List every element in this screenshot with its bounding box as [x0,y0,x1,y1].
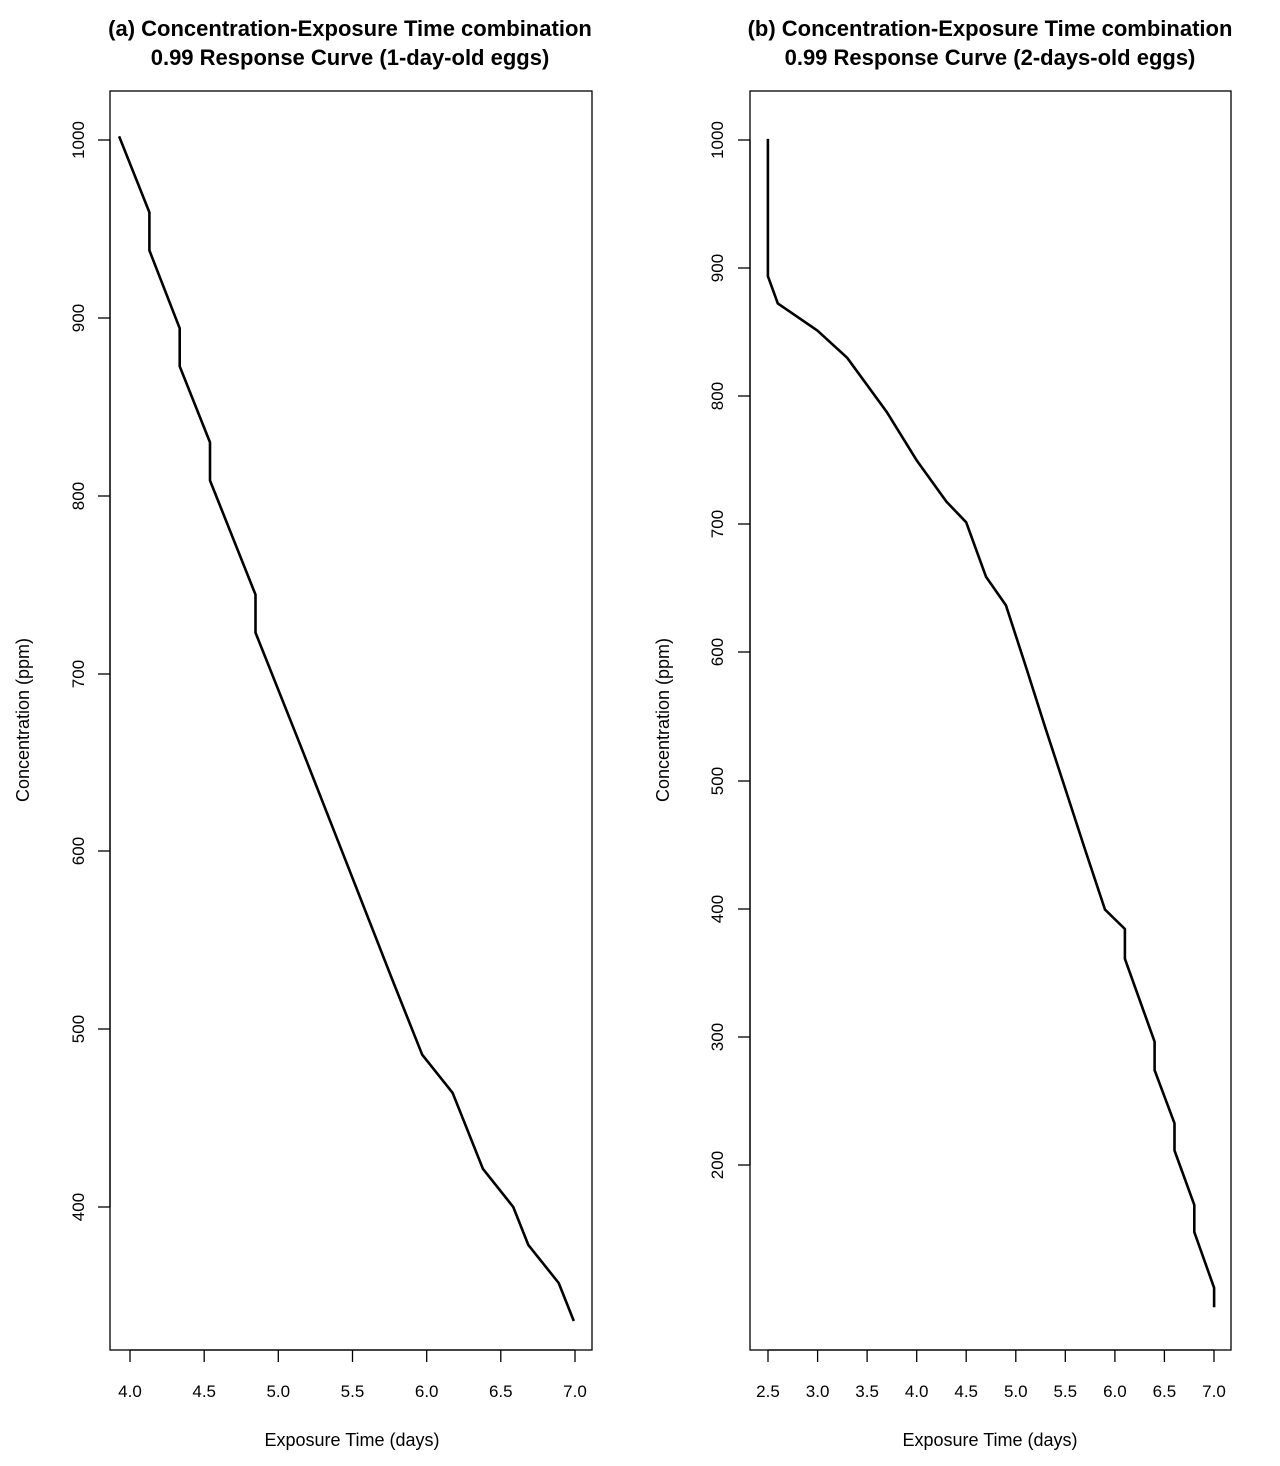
panel-b-x-tick-label: 3.0 [806,1382,830,1401]
panel-a-y-tick-label: 600 [69,837,88,865]
panel-b-x-tick-label: 7.0 [1202,1382,1226,1401]
panel-b-x-tick-label: 4.5 [954,1382,978,1401]
panel-a-y-tick-label: 500 [69,1015,88,1043]
panel-b-x-tick-label: 6.5 [1153,1382,1177,1401]
panel-a-x-tick-label: 6.0 [415,1382,439,1401]
panel-b-y-tick-labels: 200 300 400 500 600 700 800 900 1000 [708,121,727,1179]
panel-a-x-axis-label: Exposure Time (days) [264,1430,439,1450]
panel-a-x-tick-label: 4.0 [118,1382,142,1401]
panel-b-y-axis-label: Concentration (ppm) [653,638,673,802]
panel-b-y-tick-label: 800 [708,382,727,410]
panel-b-x-ticks [767,1350,1215,1362]
panel-a: (a) Concentration-Exposure Time combinat… [13,16,593,1450]
panel-a-x-tick-label: 5.0 [266,1382,290,1401]
panel-b-x-tick-label: 3.5 [855,1382,879,1401]
panel-a-title-line2: 0.99 Response Curve (1-day-old eggs) [151,45,550,70]
panel-a-y-tick-label: 1000 [69,121,88,159]
panel-b-y-tick-label: 500 [708,767,727,795]
panel-a-title-line1: (a) Concentration-Exposure Time combinat… [108,16,592,41]
panel-a-y-tick-label: 900 [69,304,88,332]
panel-b-x-tick-label: 5.5 [1053,1382,1077,1401]
panel-a-y-axis-label: Concentration (ppm) [13,638,33,802]
panel-b-title-line2: 0.99 Response Curve (2-days-old eggs) [785,45,1196,70]
panel-b-x-tick-label: 6.0 [1103,1382,1127,1401]
panel-b-plot-frame [749,90,1232,1351]
panel-b-title-line1: (b) Concentration-Exposure Time combinat… [748,16,1233,41]
panel-a-y-tick-label: 400 [69,1193,88,1221]
panel-a-y-ticks [98,139,110,1208]
panel-a-x-tick-label: 5.5 [341,1382,365,1401]
panel-a-x-tick-label: 6.5 [489,1382,513,1401]
panel-b-x-axis-label: Exposure Time (days) [902,1430,1077,1450]
panel-a-x-tick-label: 7.0 [563,1382,587,1401]
panel-b-x-tick-label: 5.0 [1004,1382,1028,1401]
panel-b-y-tick-label: 600 [708,638,727,666]
panel-b-x-tick-label: 2.5 [756,1382,780,1401]
panel-a-y-tick-labels: 400 500 600 700 800 900 1000 [69,121,88,1221]
panel-b-series-line [766,138,1216,1308]
panel-a-y-tick-label: 700 [69,660,88,688]
panel-b-y-tick-label: 400 [708,895,727,923]
panel-b-y-tick-label: 200 [708,1151,727,1179]
panel-a-x-ticks [129,1350,576,1362]
panel-b-x-tick-label: 4.0 [905,1382,929,1401]
panel-a-y-tick-label: 800 [69,482,88,510]
panel-a-plot-frame [109,90,593,1351]
panel-b-y-tick-label: 300 [708,1023,727,1051]
panel-b-y-tick-label: 1000 [708,121,727,159]
panel-b-x-tick-labels: 2.5 3.0 3.5 4.0 4.5 5.0 5.5 6.0 6.5 7.0 [756,1382,1226,1401]
panel-b-y-tick-label: 700 [708,510,727,538]
panel-a-x-tick-labels: 4.0 4.5 5.0 5.5 6.0 6.5 7.0 [118,1382,587,1401]
panel-a-series-line [117,135,576,1322]
panel-b: (b) Concentration-Exposure Time combinat… [653,16,1232,1450]
panel-b-y-tick-label: 900 [708,254,727,282]
panel-b-y-ticks [738,139,750,1166]
panel-a-x-tick-label: 4.5 [192,1382,216,1401]
